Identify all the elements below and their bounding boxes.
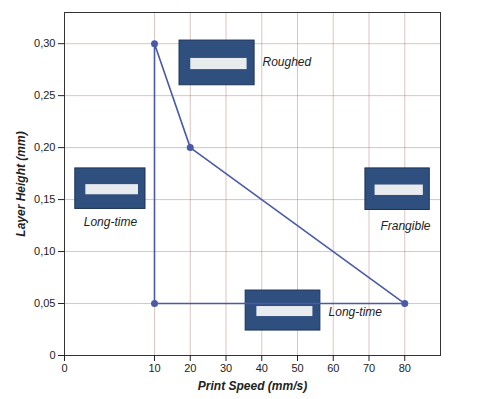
- svg-text:70: 70: [363, 362, 375, 374]
- svg-text:50: 50: [291, 362, 303, 374]
- svg-text:80: 80: [399, 362, 411, 374]
- svg-text:0: 0: [49, 349, 55, 361]
- svg-text:Layer Height (mm): Layer Height (mm): [14, 131, 28, 236]
- svg-text:0,30: 0,30: [34, 37, 55, 49]
- svg-text:0,05: 0,05: [34, 297, 55, 309]
- svg-text:Print Speed (mm/s): Print Speed (mm/s): [198, 379, 307, 393]
- svg-text:0,10: 0,10: [34, 245, 55, 257]
- svg-text:40: 40: [256, 362, 268, 374]
- svg-text:0,20: 0,20: [34, 141, 55, 153]
- svg-text:Frangible: Frangible: [380, 219, 430, 233]
- svg-text:10: 10: [148, 362, 160, 374]
- svg-text:60: 60: [327, 362, 339, 374]
- svg-text:Long-time: Long-time: [329, 305, 383, 319]
- svg-text:20: 20: [184, 362, 196, 374]
- svg-text:Roughed: Roughed: [262, 55, 311, 69]
- svg-text:Long-time: Long-time: [84, 215, 138, 229]
- svg-text:0,25: 0,25: [34, 89, 55, 101]
- svg-text:0,15: 0,15: [34, 193, 55, 205]
- svg-text:0: 0: [61, 362, 67, 374]
- svg-text:30: 30: [220, 362, 232, 374]
